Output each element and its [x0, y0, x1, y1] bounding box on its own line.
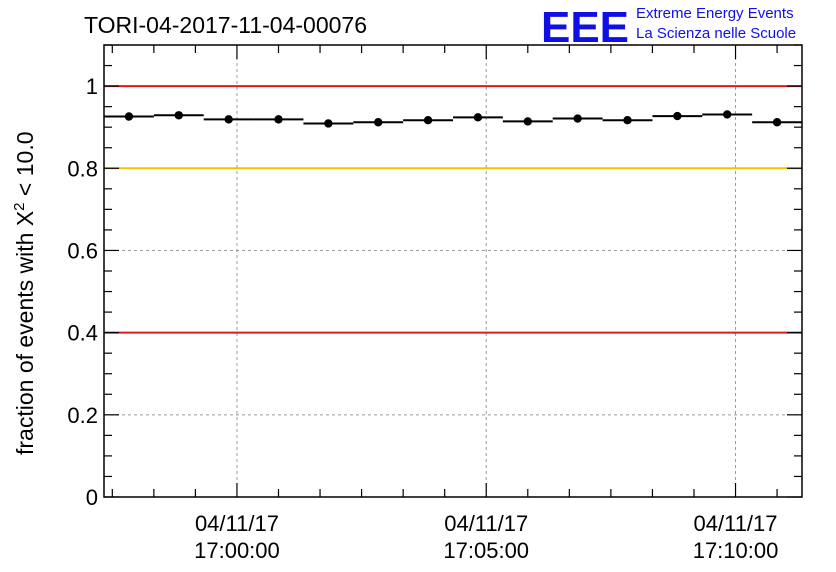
y-tick-label-4: 0.8: [67, 156, 98, 181]
plot-frame: [103, 44, 803, 498]
y-axis-label-main: fraction of events with X: [12, 211, 38, 455]
data-point-7: [473, 113, 483, 122]
logo-letters: EEE: [541, 3, 629, 52]
grid-layer: [104, 45, 802, 497]
data-layer: [104, 110, 802, 128]
data-point-10: [623, 115, 632, 125]
data-point-9: [573, 114, 582, 123]
x-tick-label-time-1: 17:05:00: [443, 538, 529, 563]
y-tick-label-1: 0.2: [67, 403, 98, 428]
chart-title: TORI-04-2017-11-04-00076: [84, 12, 367, 38]
x-tick-label-date-1: 04/11/17: [444, 511, 528, 536]
y-tick-label-3: 0.6: [67, 238, 98, 263]
x-tick-label-date-2: 04/11/17: [694, 511, 778, 536]
y-axis-label: fraction of events with X2 < 10.0: [11, 131, 38, 455]
data-point-8: [523, 117, 532, 126]
data-point-6: [423, 115, 433, 125]
tick-layer: [104, 44, 802, 498]
data-point-5: [374, 118, 383, 127]
reference-lines: [104, 85, 802, 334]
data-point-13: [772, 118, 782, 127]
y-tick-label-2: 0.4: [67, 321, 98, 346]
data-point-3: [274, 115, 283, 124]
data-point-2: [224, 115, 233, 124]
eee-logo: EEE Extreme Energy Events La Scienza nel…: [541, 3, 796, 52]
y-tick-label-0: 0: [86, 485, 98, 510]
data-point-12: [723, 110, 732, 119]
x-tick-label-date-0: 04/11/17: [195, 511, 279, 536]
x-tick-label-time-0: 17:00:00: [194, 538, 280, 563]
y-tick-label-5: 1: [86, 74, 98, 99]
data-point-11: [673, 111, 682, 121]
data-point-1: [174, 111, 183, 120]
y-axis-label-tail: < 10.0: [12, 131, 38, 202]
x-tick-label-time-2: 17:10:00: [693, 538, 779, 563]
data-point-0: [124, 112, 134, 121]
y-axis-label-superscript: 2: [11, 202, 28, 210]
logo-line2: La Scienza nelle Scuole: [636, 25, 796, 42]
plot-area: 00.20.40.60.8104/11/1717:00:0004/11/1717…: [67, 44, 803, 563]
tick-label-layer: 00.20.40.60.8104/11/1717:00:0004/11/1717…: [67, 74, 778, 563]
data-point-4: [324, 119, 333, 128]
logo-line1: Extreme Energy Events: [636, 5, 794, 22]
